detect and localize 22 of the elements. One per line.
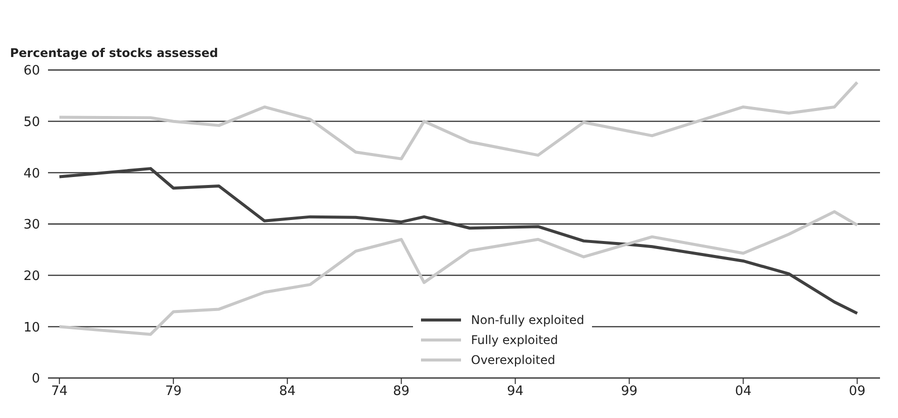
- line-series: [58, 80, 859, 160]
- y-tick-label: 60: [23, 64, 40, 79]
- legend-label: Overexploited: [471, 353, 556, 367]
- line-series: [58, 167, 859, 315]
- x-tick-label: 09: [848, 384, 866, 400]
- x-tick-label: 89: [393, 384, 410, 400]
- y-tick-label: 40: [23, 166, 40, 182]
- y-tick-label: 0: [32, 372, 40, 387]
- x-tick-label: 79: [165, 384, 182, 400]
- y-axis-title: Percentage of stocks assessed: [10, 46, 218, 60]
- y-tick-label: 10: [23, 320, 40, 336]
- legend-label: Fully exploited: [471, 333, 558, 347]
- x-tick-label: 99: [620, 384, 638, 400]
- x-tick-label: 04: [734, 384, 752, 400]
- line-series: [58, 210, 859, 336]
- y-tick-label: 50: [23, 114, 40, 130]
- y-tick-label: 30: [23, 218, 40, 233]
- x-tick-label: 94: [507, 384, 524, 400]
- x-tick-label: 74: [51, 384, 68, 400]
- legend-label: Non-fully exploited: [471, 313, 584, 327]
- x-tick-label: 84: [279, 384, 296, 400]
- y-tick-label: 20: [23, 268, 40, 284]
